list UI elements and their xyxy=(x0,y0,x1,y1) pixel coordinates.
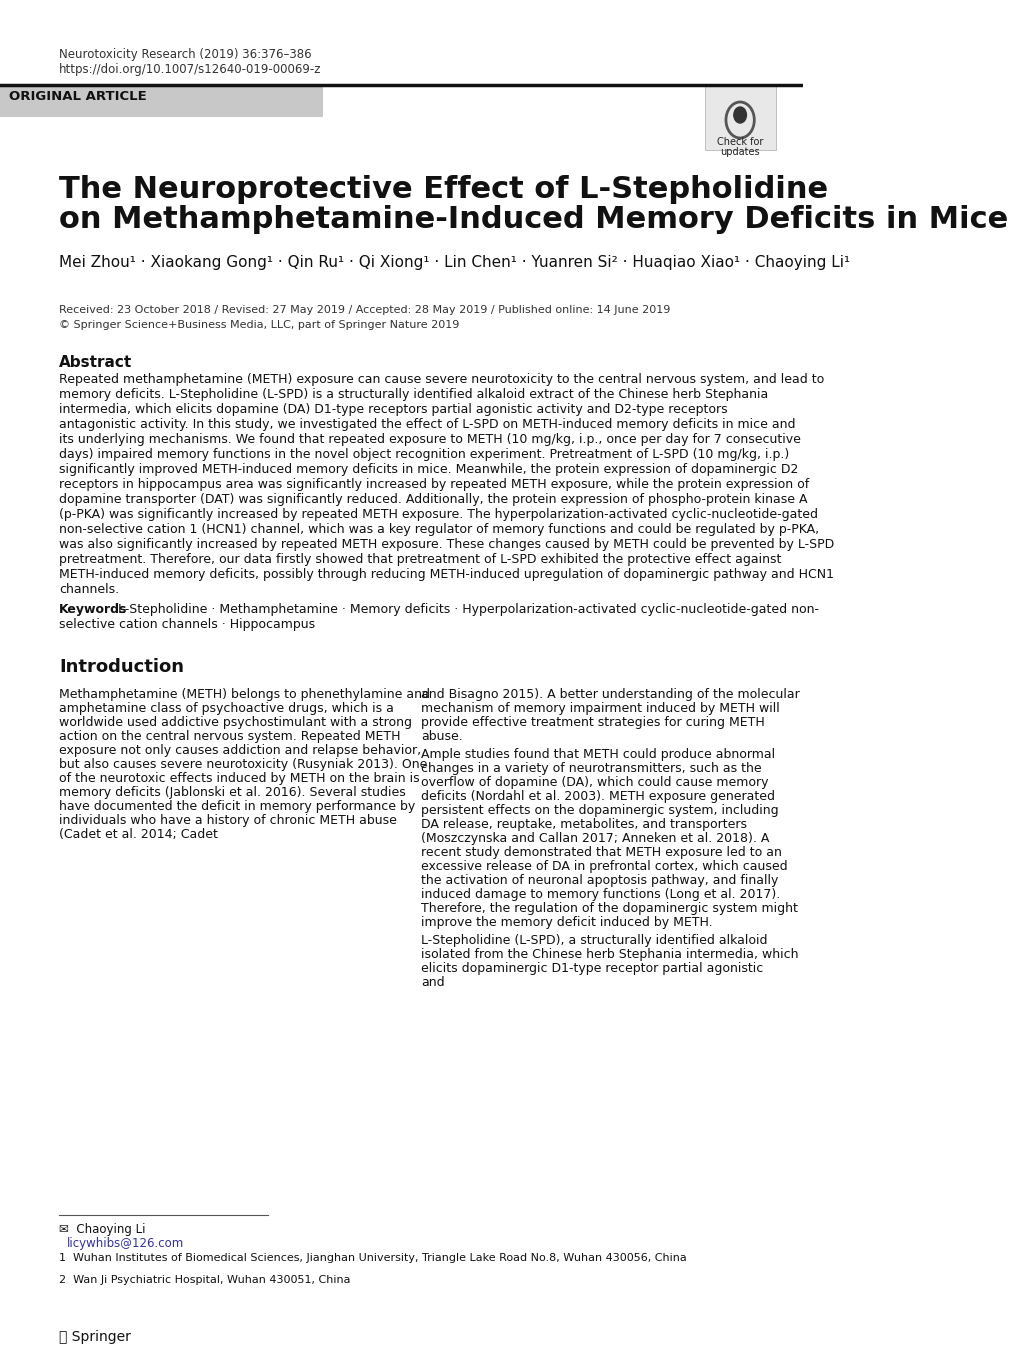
Text: and: and xyxy=(421,976,444,989)
Text: licywhibs@126.com: licywhibs@126.com xyxy=(67,1237,184,1251)
Text: was also significantly increased by repeated METH exposure. These changes caused: was also significantly increased by repe… xyxy=(59,538,834,551)
Text: individuals who have a history of chronic METH abuse: individuals who have a history of chroni… xyxy=(59,814,396,827)
Text: Abstract: Abstract xyxy=(59,355,132,370)
Text: and Bisagno 2015). A better understanding of the molecular: and Bisagno 2015). A better understandin… xyxy=(421,688,799,701)
Text: abuse.: abuse. xyxy=(421,730,463,743)
FancyBboxPatch shape xyxy=(704,85,774,150)
Text: L-Stepholidine (L-SPD), a structurally identified alkaloid: L-Stepholidine (L-SPD), a structurally i… xyxy=(421,934,767,947)
FancyBboxPatch shape xyxy=(0,85,322,117)
Text: Check for: Check for xyxy=(716,137,762,146)
Text: exposure not only causes addiction and relapse behavior,: exposure not only causes addiction and r… xyxy=(59,744,421,757)
Text: non-selective cation 1 (HCN1) channel, which was a key regulator of memory funct: non-selective cation 1 (HCN1) channel, w… xyxy=(59,523,818,537)
Text: provide effective treatment strategies for curing METH: provide effective treatment strategies f… xyxy=(421,715,764,729)
Text: amphetamine class of psychoactive drugs, which is a: amphetamine class of psychoactive drugs,… xyxy=(59,702,393,715)
Text: Repeated methamphetamine (METH) exposure can cause severe neurotoxicity to the c: Repeated methamphetamine (METH) exposure… xyxy=(59,373,823,386)
Text: Received: 23 October 2018 / Revised: 27 May 2019 / Accepted: 28 May 2019 / Publi: Received: 23 October 2018 / Revised: 27 … xyxy=(59,305,669,314)
Text: selective cation channels · Hippocampus: selective cation channels · Hippocampus xyxy=(59,618,315,631)
Text: mechanism of memory impairment induced by METH will: mechanism of memory impairment induced b… xyxy=(421,702,780,715)
Text: METH-induced memory deficits, possibly through reducing METH-induced upregulatio: METH-induced memory deficits, possibly t… xyxy=(59,568,834,581)
Text: changes in a variety of neurotransmitters, such as the: changes in a variety of neurotransmitter… xyxy=(421,762,761,775)
Text: overflow of dopamine (DA), which could cause memory: overflow of dopamine (DA), which could c… xyxy=(421,776,768,789)
Text: The Neuroprotective Effect of L-Stepholidine: The Neuroprotective Effect of L-Stepholi… xyxy=(59,175,827,205)
Text: Ample studies found that METH could produce abnormal: Ample studies found that METH could prod… xyxy=(421,748,774,762)
Text: https://doi.org/10.1007/s12640-019-00069-z: https://doi.org/10.1007/s12640-019-00069… xyxy=(59,62,321,76)
Text: worldwide used addictive psychostimulant with a strong: worldwide used addictive psychostimulant… xyxy=(59,715,412,729)
Text: deficits (Nordahl et al. 2003). METH exposure generated: deficits (Nordahl et al. 2003). METH exp… xyxy=(421,790,774,804)
Text: recent study demonstrated that METH exposure led to an: recent study demonstrated that METH expo… xyxy=(421,846,782,859)
Text: pretreatment. Therefore, our data firstly showed that pretreatment of L-SPD exhi: pretreatment. Therefore, our data firstl… xyxy=(59,553,781,566)
Circle shape xyxy=(733,107,746,123)
Text: Keywords: Keywords xyxy=(59,603,127,617)
Text: induced damage to memory functions (Long et al. 2017).: induced damage to memory functions (Long… xyxy=(421,888,780,901)
Text: intermedia, which elicits dopamine (DA) D1-type receptors partial agonistic acti: intermedia, which elicits dopamine (DA) … xyxy=(59,402,727,416)
Text: but also causes severe neurotoxicity (Rusyniak 2013). One: but also causes severe neurotoxicity (Ru… xyxy=(59,757,427,771)
Text: persistent effects on the dopaminergic system, including: persistent effects on the dopaminergic s… xyxy=(421,804,779,817)
Text: (Cadet et al. 2014; Cadet: (Cadet et al. 2014; Cadet xyxy=(59,828,218,841)
Text: excessive release of DA in prefrontal cortex, which caused: excessive release of DA in prefrontal co… xyxy=(421,860,787,873)
Text: 2  Wan Ji Psychiatric Hospital, Wuhan 430051, China: 2 Wan Ji Psychiatric Hospital, Wuhan 430… xyxy=(59,1275,351,1285)
Text: updates: updates xyxy=(719,146,759,157)
Text: on Methamphetamine-Induced Memory Deficits in Mice: on Methamphetamine-Induced Memory Defici… xyxy=(59,205,1008,234)
Text: Therefore, the regulation of the dopaminergic system might: Therefore, the regulation of the dopamin… xyxy=(421,902,797,915)
Text: elicits dopaminergic D1-type receptor partial agonistic: elicits dopaminergic D1-type receptor pa… xyxy=(421,962,763,976)
Text: of the neurotoxic effects induced by METH on the brain is: of the neurotoxic effects induced by MET… xyxy=(59,772,419,785)
Text: memory deficits (Jablonski et al. 2016). Several studies: memory deficits (Jablonski et al. 2016).… xyxy=(59,786,406,799)
Text: Mei Zhou¹ · Xiaokang Gong¹ · Qin Ru¹ · Qi Xiong¹ · Lin Chen¹ · Yuanren Si² · Hua: Mei Zhou¹ · Xiaokang Gong¹ · Qin Ru¹ · Q… xyxy=(59,255,850,270)
Text: ✉  Chaoying Li: ✉ Chaoying Li xyxy=(59,1224,146,1236)
Text: days) impaired memory functions in the novel object recognition experiment. Pret: days) impaired memory functions in the n… xyxy=(59,449,789,461)
Text: its underlying mechanisms. We found that repeated exposure to METH (10 mg/kg, i.: its underlying mechanisms. We found that… xyxy=(59,434,800,446)
Text: 1  Wuhan Institutes of Biomedical Sciences, Jianghan University, Triangle Lake R: 1 Wuhan Institutes of Biomedical Science… xyxy=(59,1253,686,1263)
Text: have documented the deficit in memory performance by: have documented the deficit in memory pe… xyxy=(59,799,415,813)
Text: © Springer Science+Business Media, LLC, part of Springer Nature 2019: © Springer Science+Business Media, LLC, … xyxy=(59,320,459,331)
Text: DA release, reuptake, metabolites, and transporters: DA release, reuptake, metabolites, and t… xyxy=(421,818,747,831)
Text: action on the central nervous system. Repeated METH: action on the central nervous system. Re… xyxy=(59,730,400,743)
Text: receptors in hippocampus area was significantly increased by repeated METH expos: receptors in hippocampus area was signif… xyxy=(59,478,808,491)
Text: improve the memory deficit induced by METH.: improve the memory deficit induced by ME… xyxy=(421,916,712,930)
Text: L-Stepholidine · Methamphetamine · Memory deficits · Hyperpolarization-activated: L-Stepholidine · Methamphetamine · Memor… xyxy=(118,603,818,617)
Text: isolated from the Chinese herb Stephania intermedia, which: isolated from the Chinese herb Stephania… xyxy=(421,948,798,961)
Text: ORIGINAL ARTICLE: ORIGINAL ARTICLE xyxy=(9,89,147,103)
Text: (Moszczynska and Callan 2017; Anneken et al. 2018). A: (Moszczynska and Callan 2017; Anneken et… xyxy=(421,832,769,846)
Text: Introduction: Introduction xyxy=(59,659,183,676)
Text: channels.: channels. xyxy=(59,583,119,596)
Text: Methamphetamine (METH) belongs to phenethylamine and: Methamphetamine (METH) belongs to phenet… xyxy=(59,688,430,701)
Text: significantly improved METH-induced memory deficits in mice. Meanwhile, the prot: significantly improved METH-induced memo… xyxy=(59,463,798,476)
Text: memory deficits. L-Stepholidine (L-SPD) is a structurally identified alkaloid ex: memory deficits. L-Stepholidine (L-SPD) … xyxy=(59,388,767,401)
Text: antagonistic activity. In this study, we investigated the effect of L-SPD on MET: antagonistic activity. In this study, we… xyxy=(59,417,795,431)
Text: the activation of neuronal apoptosis pathway, and finally: the activation of neuronal apoptosis pat… xyxy=(421,874,777,888)
Text: Neurotoxicity Research (2019) 36:376–386: Neurotoxicity Research (2019) 36:376–386 xyxy=(59,47,312,61)
Text: dopamine transporter (DAT) was significantly reduced. Additionally, the protein : dopamine transporter (DAT) was significa… xyxy=(59,493,807,505)
Text: 🌳 Springer: 🌳 Springer xyxy=(59,1331,130,1344)
Text: (p-PKA) was significantly increased by repeated METH exposure. The hyperpolariza: (p-PKA) was significantly increased by r… xyxy=(59,508,817,522)
